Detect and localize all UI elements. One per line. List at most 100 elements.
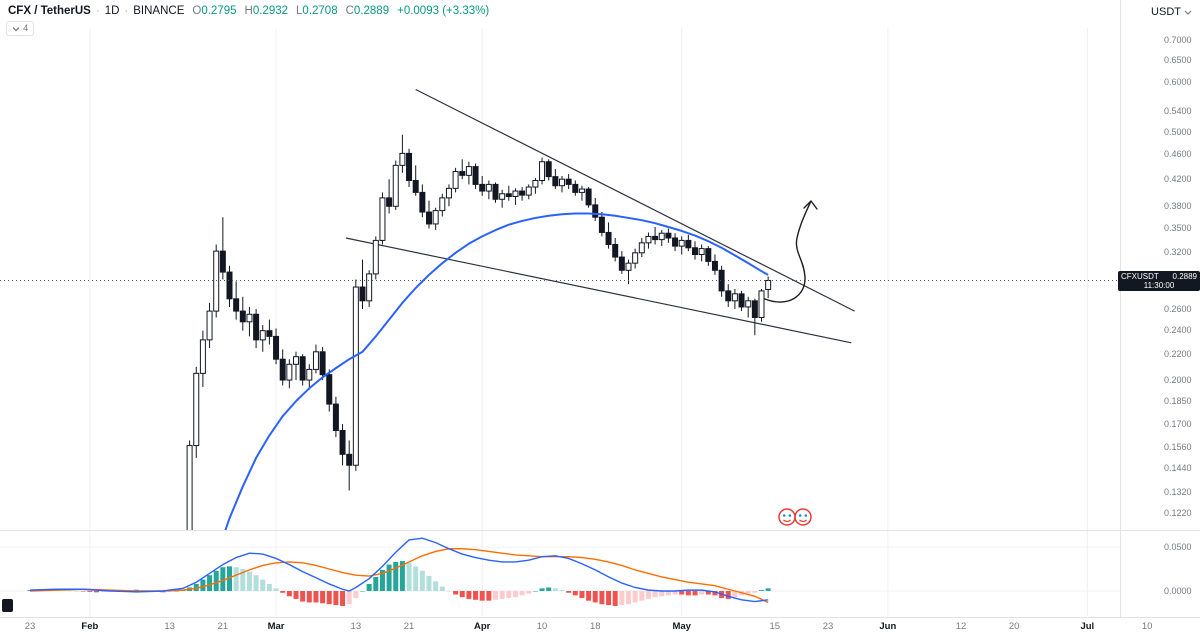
pane-legend-collapsed[interactable] bbox=[2, 599, 13, 612]
candle bbox=[439, 197, 446, 212]
price-axis-label: 0.6000 bbox=[1164, 77, 1192, 88]
indicators-collapse-button[interactable]: 4 bbox=[6, 21, 35, 36]
macd-hist-bar bbox=[446, 591, 452, 592]
macd-hist-bar bbox=[679, 591, 685, 595]
ohlc-open: O0.2795 bbox=[192, 5, 237, 17]
macd-hist-bar bbox=[320, 591, 326, 604]
candle bbox=[672, 237, 679, 247]
macd-hist-bar bbox=[246, 571, 252, 591]
badge-price: 0.2889 bbox=[1172, 271, 1197, 281]
macd-hist-bar bbox=[406, 562, 412, 591]
macd-hist-bar bbox=[526, 591, 532, 594]
macd-hist-bar bbox=[333, 591, 339, 606]
candle bbox=[532, 179, 539, 188]
macd-pane[interactable] bbox=[27, 537, 771, 606]
macd-hist-bar bbox=[612, 591, 618, 606]
emoji-sticker[interactable] bbox=[778, 508, 796, 526]
macd-hist-bar bbox=[87, 591, 93, 592]
currency-selector[interactable]: USDT bbox=[1151, 6, 1192, 18]
indicator-count: 4 bbox=[23, 23, 29, 34]
macd-hist-bar bbox=[765, 588, 771, 591]
price-axis-label: 0.2400 bbox=[1164, 325, 1192, 336]
price-axis-label: 0.4600 bbox=[1164, 149, 1192, 160]
candle bbox=[273, 335, 280, 360]
macd-hist-bar bbox=[313, 591, 319, 603]
price-axis-label: 0.2000 bbox=[1164, 374, 1192, 385]
macd-hist-bar bbox=[100, 591, 106, 592]
candle bbox=[758, 290, 765, 318]
ohlc-low: L0.2708 bbox=[296, 5, 338, 17]
time-axis-label: 12 bbox=[955, 621, 967, 632]
time-axis[interactable]: 23 Feb 13 21 Mar 13 21 Apr 10 18 May 15 23 Jun 12 20 Jul… bbox=[0, 618, 1200, 638]
macd-hist-bar bbox=[752, 591, 758, 593]
macd-hist-bar bbox=[552, 588, 558, 591]
macd-hist-bar bbox=[240, 569, 246, 591]
macd-hist-bar bbox=[280, 591, 286, 593]
candle bbox=[711, 260, 718, 271]
last-price-badge: CFXUSDT 0.2889 11:30:00 bbox=[1118, 270, 1200, 291]
macd-hist-bar bbox=[626, 591, 631, 605]
macd-hist-bar bbox=[379, 569, 385, 591]
macd-axis-label: 0.0500 bbox=[1164, 541, 1192, 552]
candle bbox=[359, 286, 366, 302]
price-axis[interactable]: 0.7000 0.6500 0.6000 0.5400 0.5000 0.4600 0.42… bbox=[1120, 0, 1200, 617]
candle bbox=[705, 248, 712, 262]
candle bbox=[226, 271, 233, 300]
timeframe-label[interactable]: 1D bbox=[104, 5, 120, 17]
ohlc-high: H0.2932 bbox=[244, 5, 289, 17]
candle bbox=[459, 171, 466, 176]
candle bbox=[638, 242, 645, 254]
badge-symbol: CFXUSDT bbox=[1121, 271, 1159, 281]
price-axis-label: 0.3800 bbox=[1164, 200, 1192, 211]
price-axis-label: 0.5400 bbox=[1164, 105, 1192, 116]
trendline-drawing bbox=[345, 237, 852, 344]
change-value: +0.0093 (+3.33%) bbox=[397, 5, 490, 17]
candle bbox=[219, 250, 226, 273]
emoji-sticker[interactable] bbox=[794, 508, 812, 526]
candle bbox=[552, 176, 559, 187]
macd-hist-bar bbox=[493, 591, 498, 600]
macd-hist-bar bbox=[606, 591, 612, 606]
macd-hist-bar bbox=[699, 591, 705, 595]
candle bbox=[652, 235, 659, 241]
macd-hist-bar bbox=[705, 591, 711, 595]
candle bbox=[346, 453, 353, 466]
candle bbox=[745, 300, 752, 308]
time-axis-label: 10 bbox=[1141, 621, 1153, 632]
macd-hist-bar bbox=[353, 591, 359, 599]
macd-hist-bar bbox=[393, 561, 399, 591]
macd-hist-bar bbox=[466, 591, 472, 599]
candle bbox=[479, 183, 486, 192]
candle bbox=[279, 358, 286, 381]
macd-hist-bar bbox=[426, 576, 432, 591]
candle bbox=[539, 161, 546, 181]
macd-hist-bar bbox=[273, 588, 279, 591]
candle bbox=[731, 293, 738, 302]
candle bbox=[332, 403, 339, 431]
macd-hist-bar bbox=[94, 591, 99, 593]
macd-hist-bar bbox=[260, 579, 266, 591]
symbol-name[interactable]: CFX / TetherUS bbox=[8, 5, 91, 17]
price-pane[interactable] bbox=[0, 88, 1120, 559]
time-axis-label: 18 bbox=[589, 621, 601, 632]
macd-hist-bar bbox=[579, 591, 585, 599]
macd-hist-bar bbox=[366, 583, 372, 591]
trendline-drawing bbox=[415, 88, 855, 312]
candle bbox=[239, 310, 246, 323]
candle bbox=[319, 351, 326, 376]
candle bbox=[299, 356, 306, 381]
candle bbox=[559, 178, 565, 187]
breakout-arrow-drawing bbox=[764, 200, 818, 303]
macd-hist-bar bbox=[486, 591, 492, 601]
price-axis-label: 0.1320 bbox=[1164, 487, 1192, 498]
time-axis-label: Jun bbox=[879, 621, 897, 632]
chevron-down-icon bbox=[12, 26, 20, 31]
candle bbox=[565, 178, 572, 185]
exchange-label[interactable]: BINANCE bbox=[133, 5, 185, 17]
macd-hist-bar bbox=[433, 581, 439, 591]
candle bbox=[426, 211, 432, 225]
candle bbox=[618, 256, 625, 271]
macd-hist-bar bbox=[672, 591, 678, 595]
candle bbox=[698, 248, 705, 256]
